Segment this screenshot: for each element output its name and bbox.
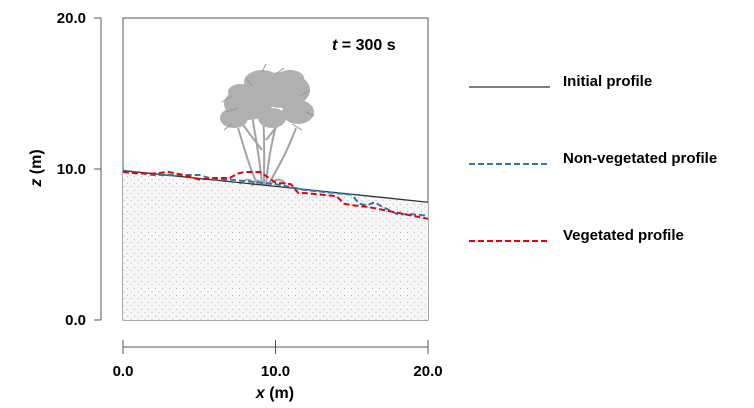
y-tick-label: 10.0 xyxy=(57,161,86,178)
tree-illustration xyxy=(220,63,315,187)
series-line-3 xyxy=(122,171,429,220)
x-tick-label: 20.0 xyxy=(413,363,442,380)
y-tick-label: 0.0 xyxy=(65,312,86,329)
sediment-fill xyxy=(123,170,428,320)
y-ticks: 0.0 10.0 20.0 xyxy=(57,10,101,329)
series-line-1 xyxy=(122,169,429,203)
x-ticks: 0.0 10.0 20.0 xyxy=(113,340,443,380)
legend-label: Vegetated profile xyxy=(563,227,684,244)
series-layer xyxy=(122,169,429,220)
y-tick-label: 20.0 xyxy=(57,10,86,27)
x-tick-label: 0.0 xyxy=(113,363,134,380)
x-axis-label: x (m) xyxy=(255,385,294,402)
x-tick-label: 10.0 xyxy=(261,363,290,380)
series-line-2 xyxy=(122,169,429,217)
legend-label: Initial profile xyxy=(563,73,652,90)
legend: Initial profile Non-vegetated profile Vege… xyxy=(469,73,717,244)
y-axis-label: z (m) xyxy=(28,149,45,187)
time-annotation: t = 300 s xyxy=(332,37,396,54)
legend-label: Non-vegetated profile xyxy=(563,150,717,167)
